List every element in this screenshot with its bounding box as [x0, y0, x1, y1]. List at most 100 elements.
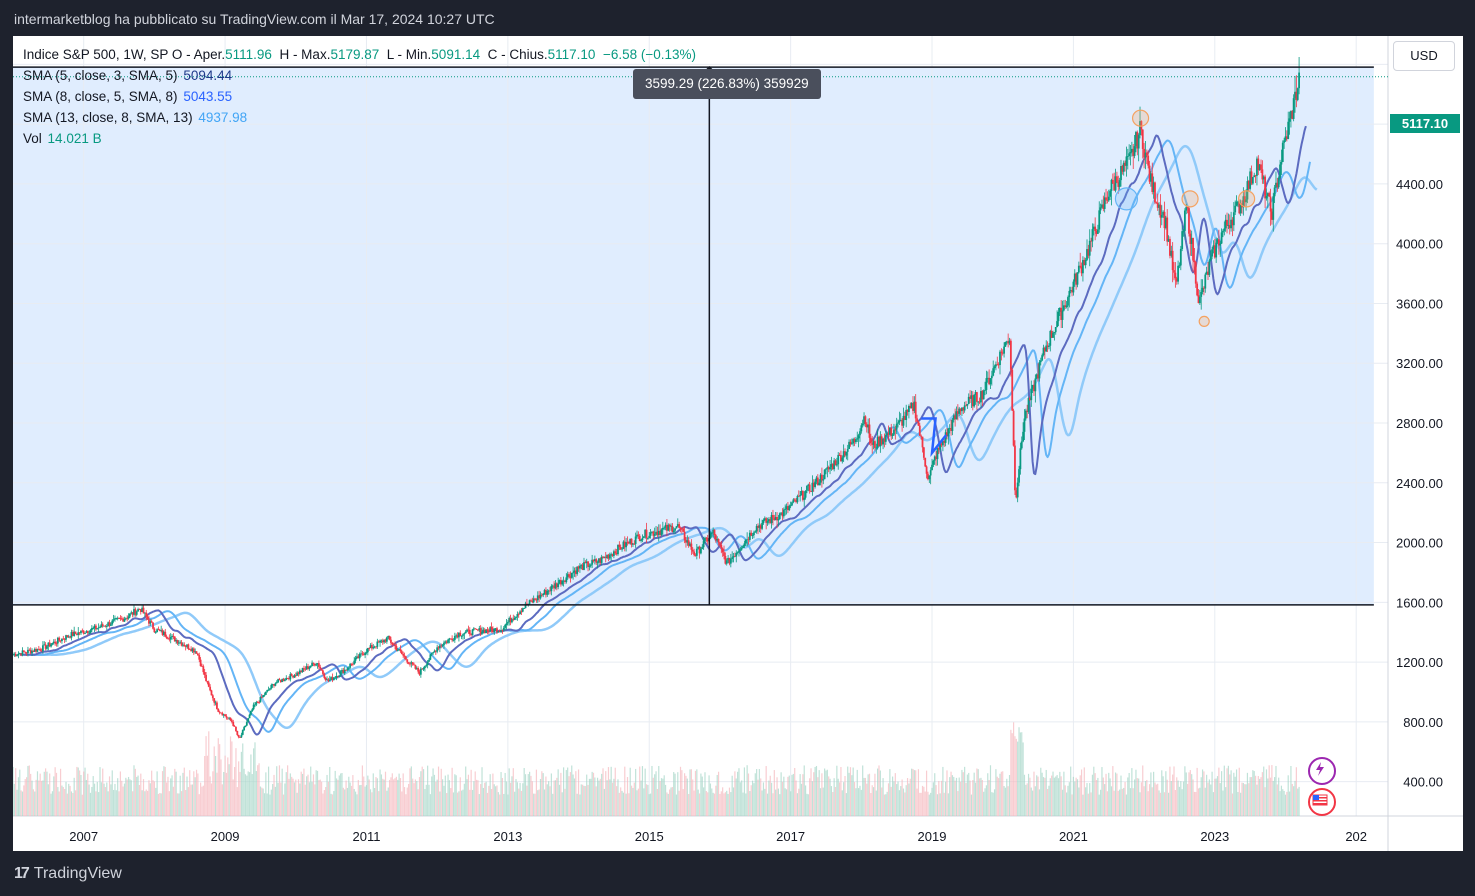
volume-bar — [1079, 775, 1081, 816]
candle-body — [135, 611, 138, 615]
candle-body — [941, 440, 944, 446]
legend-sma2-row[interactable]: SMA (8, close, 5, SMA, 8) 5043.55 — [23, 86, 696, 107]
candle-body — [88, 632, 91, 634]
candle-body — [521, 608, 524, 612]
volume-bar — [660, 778, 663, 816]
volume-bar — [1119, 789, 1121, 816]
candle-body — [346, 668, 349, 670]
volume-bar — [102, 768, 104, 816]
volume-bar — [57, 787, 59, 816]
volume-bar — [263, 793, 266, 816]
candle-body — [391, 642, 394, 645]
volume-bar — [1093, 766, 1095, 816]
volume-bar — [459, 777, 461, 816]
volume-bar — [466, 779, 468, 816]
candle-body — [1288, 118, 1291, 122]
volume-bar — [1163, 792, 1166, 816]
volume-bar — [500, 772, 502, 816]
candle-body — [835, 464, 838, 466]
candle-body — [210, 690, 213, 696]
volume-bar — [775, 789, 777, 816]
candle-body — [205, 674, 207, 682]
candle-body — [224, 714, 226, 717]
candle-body — [1158, 204, 1160, 208]
candle-body — [974, 392, 977, 395]
volume-bar — [879, 770, 881, 816]
volume-bar — [964, 766, 966, 816]
volume-bar — [61, 785, 63, 816]
candle-body — [895, 423, 898, 430]
volume-bar — [1263, 766, 1265, 816]
volume-bar — [583, 785, 585, 816]
candle-body — [29, 650, 32, 654]
candle-body — [1207, 271, 1209, 275]
candle-body — [513, 617, 516, 620]
volume-bar — [617, 779, 619, 816]
candle-body — [747, 539, 750, 541]
candle-body — [300, 670, 303, 672]
tradingview-logo[interactable]: 17 TradingView — [14, 865, 122, 883]
legend-sma1-row[interactable]: SMA (5, close, 3, SMA, 5) 5094.44 — [23, 65, 696, 86]
candle-body — [475, 629, 478, 630]
volume-bar — [163, 766, 165, 816]
price-chart[interactable]: 400.00800.001200.001600.002000.002400.00… — [13, 36, 1463, 851]
volume-bar — [130, 780, 132, 816]
volume-bar — [730, 792, 732, 816]
candle-body — [841, 457, 844, 462]
candle-body — [690, 543, 693, 550]
candle-body — [823, 469, 826, 480]
candle-body — [551, 585, 554, 587]
volume-bar — [360, 784, 362, 816]
volume-bar — [291, 776, 293, 816]
candle-body — [199, 659, 202, 667]
candle-body — [1092, 226, 1095, 230]
candle-body — [349, 663, 352, 668]
candle-body — [376, 641, 379, 647]
candle-body — [1107, 196, 1110, 201]
candle-body — [519, 611, 521, 615]
candle-body — [630, 538, 633, 545]
candle-body — [1014, 445, 1016, 491]
candle-body — [1079, 265, 1082, 267]
volume-bar — [308, 782, 310, 816]
candle-body — [379, 640, 381, 643]
volume-bar — [422, 769, 425, 816]
volume-bar — [311, 781, 313, 816]
volume-bar — [900, 786, 902, 816]
currency-button[interactable]: USD — [1393, 41, 1455, 71]
volume-bar — [671, 787, 673, 816]
candle-body — [933, 456, 936, 461]
candle-body — [539, 594, 542, 599]
event-flash-icon[interactable] — [1308, 757, 1336, 785]
volume-bar — [953, 776, 955, 816]
candle-body — [1203, 287, 1205, 289]
volume-bar — [979, 778, 981, 816]
candle-body — [666, 524, 668, 531]
volume-bar — [772, 793, 774, 816]
candle-body — [695, 548, 698, 556]
volume-bar — [826, 769, 828, 816]
event-us-flag-icon[interactable] — [1308, 788, 1336, 816]
candle-body — [78, 632, 81, 634]
candle-body — [51, 643, 54, 645]
candle-body — [598, 558, 600, 563]
volume-bar — [146, 790, 149, 816]
legend-vol-row[interactable]: Vol 14.021 B — [23, 128, 696, 149]
candle-body — [165, 636, 168, 639]
candle-body — [254, 704, 256, 706]
candle-body — [1136, 132, 1139, 149]
volume-bar — [1060, 776, 1062, 816]
candle-body — [596, 562, 599, 564]
volume-bar — [465, 766, 467, 816]
legend-sma3-row[interactable]: SMA (13, close, 8, SMA, 13) 4937.98 — [23, 107, 696, 128]
volume-bar — [628, 793, 630, 816]
volume-bar — [522, 783, 524, 816]
candle-body — [785, 506, 788, 510]
volume-bar — [637, 788, 639, 816]
volume-bar — [685, 775, 687, 816]
chart-panel[interactable]: 400.00 800.00 1200.00 1600.00 2000.00 2400.00… — [13, 36, 1463, 851]
volume-bar — [981, 779, 983, 816]
volume-bar — [1242, 782, 1244, 816]
candle-body — [335, 675, 338, 678]
volume-bar — [787, 776, 789, 816]
